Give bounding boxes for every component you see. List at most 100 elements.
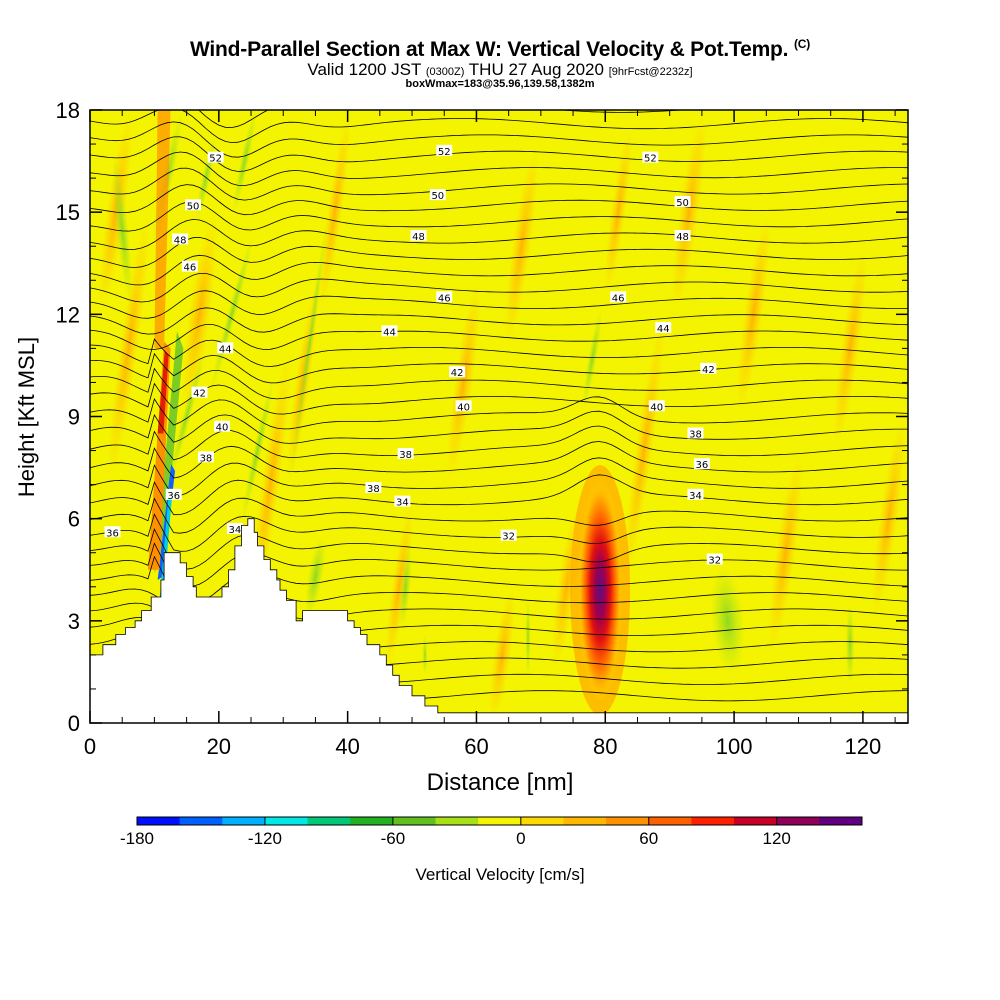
colorbar-swatch <box>776 817 820 825</box>
colorbar-tick-label: -180 <box>120 829 154 848</box>
isentrope-label-text: 32 <box>708 556 721 567</box>
y-tick-label: 18 <box>56 98 80 123</box>
isentrope-label-bg <box>181 260 198 272</box>
isentrope-label-bg <box>687 427 704 439</box>
weak-updraft-zone <box>871 417 906 620</box>
isentrope-label-text: 42 <box>193 389 206 400</box>
isentrope-line <box>90 410 908 444</box>
isentrope-label: 46 <box>181 260 198 274</box>
isentrope-label-bg <box>397 447 414 459</box>
terrain <box>89 518 909 724</box>
isentrope-label: 52 <box>642 151 659 165</box>
isentrope-label: 48 <box>674 230 691 243</box>
y-tick-label: 15 <box>56 200 80 225</box>
valid-time: Valid 1200 JST (0300Z) THU 27 Aug 2020 [… <box>0 60 1000 80</box>
isentrope-label-text: 34 <box>689 491 702 502</box>
weak-updraft-zone <box>623 315 665 586</box>
isentrope-label: 36 <box>104 526 121 539</box>
isentrope-label-bg <box>365 482 382 494</box>
x-tick-label: 60 <box>464 734 488 759</box>
isentrope-label-text: 52 <box>438 147 451 158</box>
isentrope-label-text: 36 <box>167 491 180 502</box>
isentrope-label: 40 <box>214 420 231 434</box>
isentrope-label-text: 50 <box>187 201 200 212</box>
x-tick-label: 20 <box>207 734 231 759</box>
colorbar-swatch <box>520 817 564 825</box>
isentrope-label-text: 42 <box>702 365 715 376</box>
y-tick-label: 3 <box>68 609 80 634</box>
isentrope-label-bg <box>165 488 182 500</box>
isentrope-label: 40 <box>648 400 665 413</box>
weak-downdraft-zone <box>525 597 531 679</box>
x-axis-label: Distance [nm] <box>427 769 574 796</box>
isentrope-label-bg <box>172 233 189 245</box>
isentrope-line <box>90 528 908 570</box>
isentrope-label-bg <box>185 199 202 211</box>
isentrope-line <box>90 110 908 144</box>
isentrope-label-bg <box>648 400 665 412</box>
weak-downdraft-zone <box>112 154 133 304</box>
isentrope-label: 32 <box>500 529 517 543</box>
isentrope-label-bg <box>700 362 717 374</box>
isentrope-label: 42 <box>449 366 466 379</box>
isentrope-label-text: 38 <box>200 453 213 464</box>
isentrope-label-bg <box>104 526 121 538</box>
isentrope-label-bg <box>217 342 234 354</box>
isentrope-line <box>90 542 908 587</box>
isentrope-label-text: 34 <box>229 525 242 536</box>
isentrope-line <box>90 136 908 172</box>
isentrope-line <box>90 352 908 384</box>
isentrope-line <box>90 474 908 516</box>
isentrope-label-text: 44 <box>657 324 670 335</box>
isentrope-label: 44 <box>217 342 234 355</box>
isentrope-line <box>90 441 908 479</box>
isentrope-label-text: 40 <box>216 423 229 434</box>
isentrope-label-text: 40 <box>650 402 663 413</box>
isentrope-label: 32 <box>706 553 723 567</box>
colorbar-swatch <box>222 817 266 825</box>
isentrope-label-text: 32 <box>502 532 515 543</box>
colorbar-tick-label: -120 <box>248 829 282 848</box>
isentrope-label-text: 52 <box>644 154 657 165</box>
isentrope-label-bg <box>693 458 710 470</box>
colorbar-swatch <box>819 817 863 825</box>
isentrope-label-bg <box>207 151 224 163</box>
y-tick-label: 6 <box>68 507 80 532</box>
isentrope-line <box>90 254 908 286</box>
colorbar-swatch <box>179 817 223 825</box>
colorbar-swatch <box>563 817 607 825</box>
weak-downdraft-zone <box>241 377 274 524</box>
isentrope-label: 44 <box>381 325 398 338</box>
colorbar-swatch <box>734 817 778 825</box>
colorbar-swatch <box>307 817 351 825</box>
isentrope-label-bg <box>197 451 214 463</box>
weak-updraft-zone <box>604 127 633 297</box>
valid-date: THU 27 Aug 2020 <box>468 60 604 79</box>
isentrope-label: 48 <box>172 233 189 246</box>
colorbar-tick-label: 120 <box>763 829 791 848</box>
isentrope-label: 44 <box>655 321 672 335</box>
isentrope-line <box>90 201 908 232</box>
colorbar-swatch <box>350 817 394 825</box>
isentrope-label-text: 44 <box>219 344 232 355</box>
weak-downdraft-zone <box>582 308 603 409</box>
weak-downdraft-zone <box>232 110 257 215</box>
isentrope-label-bg <box>226 522 243 534</box>
colorbar-tick-label: 0 <box>516 829 525 848</box>
isentrope-line <box>90 382 908 415</box>
isentrope-label-text: 52 <box>209 154 222 165</box>
forecast-info: [9hrFcst@2232z] <box>608 66 693 78</box>
isentrope-label: 38 <box>687 427 704 441</box>
isentrope-label: 46 <box>610 291 627 304</box>
weak-updraft-zone <box>385 502 414 671</box>
isentrope-label-bg <box>655 321 672 333</box>
isentrope-label-text: 48 <box>412 232 425 243</box>
isentrope-label: 38 <box>365 482 382 495</box>
weak-downdraft-zone <box>209 232 255 397</box>
isentrope-line <box>198 110 686 129</box>
weak-updraft-zone <box>832 247 868 450</box>
x-tick-label: 0 <box>84 734 96 759</box>
weak-downdraft-zone <box>289 213 329 484</box>
